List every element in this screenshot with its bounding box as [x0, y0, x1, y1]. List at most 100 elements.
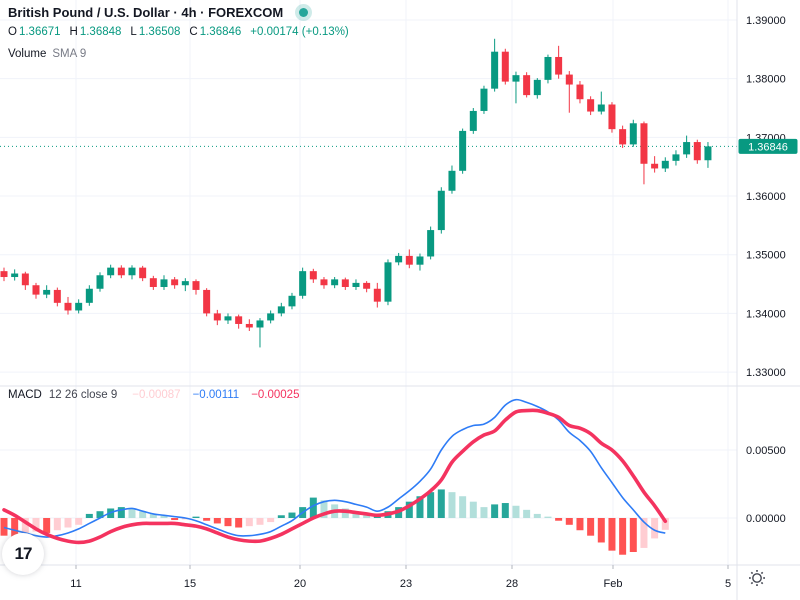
- macd-histogram-bar: [21, 518, 29, 535]
- svg-text:0.00500: 0.00500: [746, 445, 786, 457]
- macd-label: MACD: [8, 389, 42, 401]
- candle[interactable]: [597, 104, 605, 112]
- candle[interactable]: [523, 75, 531, 96]
- svg-text:20: 20: [294, 578, 306, 590]
- candle[interactable]: [117, 267, 125, 276]
- macd-histogram-bar: [661, 518, 669, 530]
- candle[interactable]: [683, 142, 691, 155]
- tradingview-logo-icon[interactable]: 17: [2, 533, 44, 575]
- macd-params: 12 26 close 9: [48, 389, 118, 401]
- candle[interactable]: [53, 289, 61, 303]
- last-price-badge: 1.36846: [738, 138, 798, 154]
- candle[interactable]: [288, 295, 296, 307]
- macd-histogram-bar: [32, 518, 40, 532]
- candle[interactable]: [427, 230, 435, 257]
- macd-histogram-bar: [352, 512, 360, 518]
- macd-histogram-bar: [256, 518, 264, 525]
- macd-histogram-bar: [491, 504, 499, 518]
- candle[interactable]: [501, 51, 509, 82]
- candle[interactable]: [661, 160, 669, 169]
- candle[interactable]: [629, 123, 637, 145]
- candle[interactable]: [555, 56, 563, 75]
- candle[interactable]: [480, 88, 488, 111]
- theme-button[interactable]: [746, 567, 768, 589]
- candle[interactable]: [96, 275, 104, 289]
- candle[interactable]: [448, 170, 456, 191]
- candle[interactable]: [32, 285, 40, 295]
- macd-histogram-bar: [480, 507, 488, 518]
- candle[interactable]: [75, 302, 83, 311]
- candle[interactable]: [619, 129, 627, 145]
- candle[interactable]: [0, 271, 8, 278]
- candle[interactable]: [139, 267, 147, 279]
- candle[interactable]: [171, 279, 179, 286]
- candle[interactable]: [395, 255, 403, 263]
- candle[interactable]: [373, 288, 381, 302]
- candle[interactable]: [352, 282, 360, 287]
- candle[interactable]: [384, 262, 392, 302]
- candle[interactable]: [651, 163, 659, 169]
- macd-legend[interactable]: MACD 12 26 close 9 −0.00087 −0.00111 −0.…: [8, 389, 299, 401]
- candle[interactable]: [437, 190, 445, 231]
- candle[interactable]: [267, 313, 275, 321]
- price-axis[interactable]: 1.390001.380001.370001.360001.350001.340…: [746, 15, 786, 525]
- candle[interactable]: [469, 110, 477, 131]
- page-title[interactable]: British Pound / U.S. Dollar · 4h · FOREX…: [8, 5, 284, 20]
- macd-histogram-bar: [512, 505, 520, 518]
- candle[interactable]: [363, 282, 371, 289]
- candle[interactable]: [693, 142, 701, 161]
- candle[interactable]: [341, 279, 349, 287]
- candle[interactable]: [587, 99, 595, 112]
- volume-param: SMA 9: [52, 48, 87, 60]
- candle[interactable]: [416, 256, 424, 265]
- macd-histogram-bar: [427, 492, 435, 518]
- candle[interactable]: [128, 267, 136, 276]
- candle[interactable]: [160, 279, 168, 287]
- candle[interactable]: [331, 279, 339, 286]
- candle[interactable]: [213, 313, 221, 321]
- candle[interactable]: [512, 75, 520, 82]
- candle[interactable]: [576, 84, 584, 100]
- candle[interactable]: [245, 323, 253, 328]
- candle[interactable]: [203, 289, 211, 314]
- candle[interactable]: [608, 104, 616, 130]
- change-value: +0.00174 (+0.13%): [250, 26, 349, 38]
- candle[interactable]: [149, 278, 157, 287]
- candle[interactable]: [43, 289, 51, 295]
- svg-text:1.38000: 1.38000: [746, 74, 786, 86]
- candle[interactable]: [459, 130, 467, 171]
- macd-histogram-bar: [64, 518, 72, 528]
- candle[interactable]: [309, 271, 317, 280]
- candle[interactable]: [672, 154, 680, 161]
- candle[interactable]: [299, 271, 307, 296]
- volume-label: Volume: [8, 48, 47, 60]
- macd-histogram-bar: [608, 518, 616, 551]
- candle[interactable]: [320, 279, 328, 286]
- candle[interactable]: [64, 302, 72, 311]
- candle[interactable]: [224, 316, 232, 321]
- candle[interactable]: [181, 281, 189, 286]
- time-axis[interactable]: 11 15 20 23 28 Feb 5: [70, 565, 731, 590]
- candle[interactable]: [11, 273, 19, 278]
- candle[interactable]: [533, 79, 541, 96]
- candle[interactable]: [192, 281, 200, 290]
- candle[interactable]: [235, 316, 243, 324]
- candle[interactable]: [21, 273, 29, 286]
- candle[interactable]: [405, 255, 413, 265]
- volume-legend[interactable]: Volume SMA 9: [8, 48, 86, 60]
- svg-text:1.35000: 1.35000: [746, 250, 786, 262]
- svg-text:1.36846: 1.36846: [748, 141, 788, 153]
- candle[interactable]: [256, 320, 264, 328]
- candle[interactable]: [565, 74, 573, 85]
- candle[interactable]: [640, 123, 648, 164]
- macd-histogram-bar: [149, 513, 157, 518]
- candle[interactable]: [491, 51, 499, 89]
- macd-histogram-bar: [640, 518, 648, 548]
- svg-text:1.34000: 1.34000: [746, 308, 786, 320]
- candle[interactable]: [544, 56, 552, 80]
- candle[interactable]: [277, 306, 285, 314]
- candle[interactable]: [107, 267, 115, 276]
- candle[interactable]: [704, 146, 712, 161]
- candle[interactable]: [85, 288, 93, 303]
